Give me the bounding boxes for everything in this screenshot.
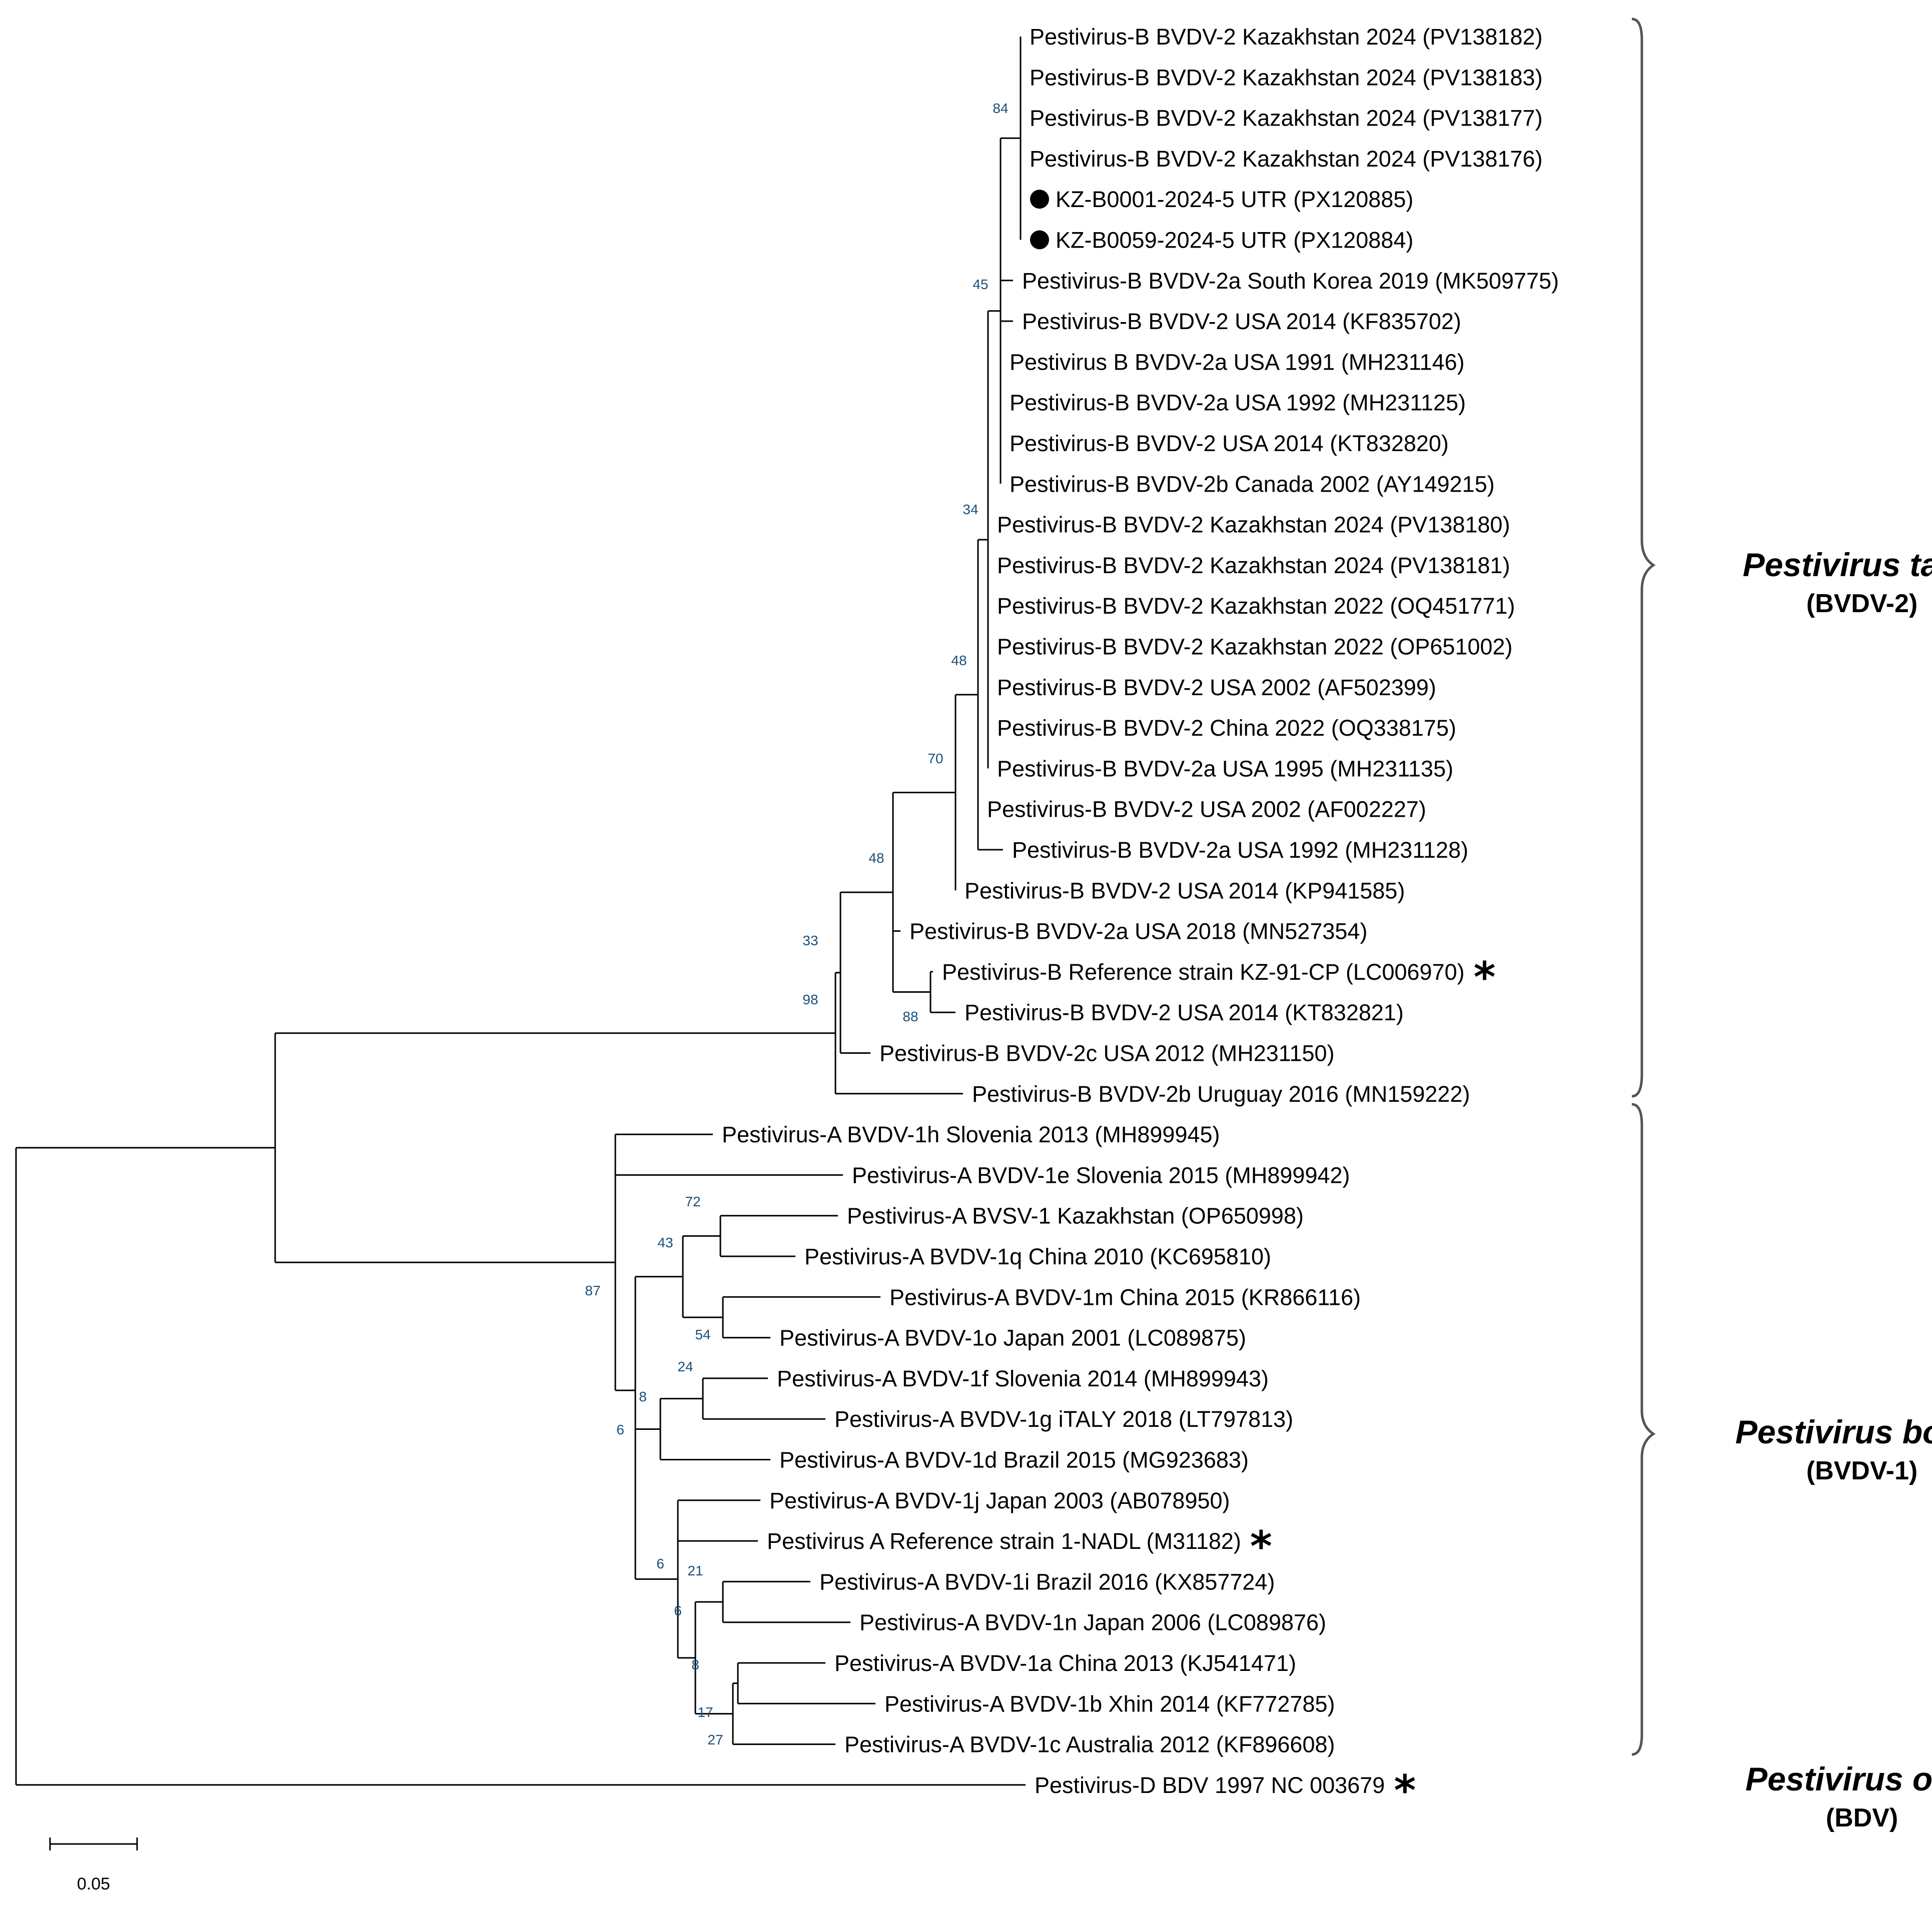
bootstrap-value: 27 — [707, 1732, 723, 1747]
bootstrap-value: 87 — [585, 1283, 600, 1298]
bracket-bvdv1 — [1631, 1103, 1656, 1756]
group-label-tauri: Pestivirus tauri — [1743, 546, 1932, 583]
leaf-label: Pestivirus A Reference strain 1-NADL (M3… — [767, 1528, 1241, 1554]
query-sample-dot — [1030, 190, 1049, 209]
leaf-label: Pestivirus-B BVDV-2 USA 2014 (KT832820) — [1010, 431, 1449, 456]
leaf-label: Pestivirus-B BVDV-2 China 2022 (OQ338175… — [997, 715, 1456, 741]
group-subtitle-bovis: (BVDV-1) — [1806, 1456, 1917, 1485]
bootstrap-value: 70 — [927, 751, 943, 766]
leaf-label: Pestivirus-B BVDV-2 Kazakhstan 2024 (PV1… — [997, 512, 1510, 538]
bootstrap-labels: 84 45 34 48 70 48 33 98 88 72 43 54 87 24 8 6 6 21 6 8 17 27 — [585, 101, 1008, 1747]
leaf-label: KZ-B0001-2024-5 UTR (PX120885) — [1056, 187, 1413, 212]
leaf-label: Pestivirus-A BVDV-1o Japan 2001 (LC08987… — [779, 1325, 1246, 1351]
leaf-label: Pestivirus-B BVDV-2 Kazakhstan 2024 (PV1… — [997, 553, 1510, 578]
bootstrap-value: 8 — [691, 1657, 699, 1672]
leaf-label: KZ-B0059-2024-5 UTR (PX120884) — [1056, 228, 1413, 253]
bootstrap-value: 24 — [677, 1359, 693, 1374]
bootstrap-value: 6 — [616, 1422, 624, 1437]
bootstrap-value: 45 — [973, 277, 988, 292]
leaf-label: Pestivirus-A BVDV-1n Japan 2006 (LC08987… — [859, 1610, 1326, 1635]
leaf-label: Pestivirus-B BVDV-2c USA 2012 (MH231150) — [879, 1041, 1335, 1066]
leaf-label: Pestivirus-B BVDV-2b Uruguay 2016 (MN159… — [972, 1081, 1470, 1107]
leaf-label: Pestivirus-B BVDV-2a South Korea 2019 (M… — [1022, 268, 1559, 294]
leaf-label: Pestivirus B BVDV-2a USA 1991 (MH231146) — [1010, 349, 1465, 375]
leaf-label: Pestivirus-B BVDV-2a USA 1992 (MH231128) — [1012, 837, 1468, 863]
leaf-label: Pestivirus-B BVDV-2 Kazakhstan 2024 (PV1… — [1030, 106, 1543, 131]
reference-strain-asterisk: * — [1250, 1522, 1272, 1571]
bootstrap-value: 34 — [962, 502, 978, 517]
group-subtitle-ovis: (BDV) — [1826, 1803, 1898, 1832]
bootstrap-value: 48 — [868, 850, 884, 866]
leaf-label: Pestivirus-B BVDV-2a USA 1995 (MH231135) — [997, 756, 1453, 781]
leaf-label: Pestivirus-A BVDV-1d Brazil 2015 (MG9236… — [779, 1447, 1249, 1473]
leaf-label: Pestivirus-A BVDV-1g iTALY 2018 (LT79781… — [834, 1406, 1293, 1432]
leaf-label: Pestivirus-A BVDV-1m China 2015 (KR86611… — [889, 1284, 1361, 1310]
leaf-label: Pestivirus-A BVDV-1j Japan 2003 (AB07895… — [769, 1488, 1230, 1513]
bootstrap-value: 48 — [951, 653, 967, 668]
leaf-labels: Pestivirus-B BVDV-2 Kazakhstan 2024 (PV1… — [722, 24, 1559, 1815]
leaf-label: Pestivirus-B Reference strain KZ-91-CP (… — [942, 959, 1465, 985]
bootstrap-value: 88 — [902, 1009, 918, 1024]
bootstrap-value: 54 — [695, 1327, 710, 1342]
bootstrap-value: 84 — [993, 101, 1008, 116]
bootstrap-value: 43 — [657, 1235, 673, 1250]
bootstrap-value: 98 — [802, 992, 818, 1007]
leaf-label: Pestivirus-A BVDV-1h Slovenia 2013 (MH89… — [722, 1122, 1220, 1147]
scale-bar: 0.05 — [49, 1837, 138, 1893]
bootstrap-value: 21 — [687, 1563, 703, 1578]
leaf-label: Pestivirus-B BVDV-2 USA 2014 (KP941585) — [964, 878, 1405, 903]
reference-strain-asterisk: * — [1394, 1766, 1416, 1815]
leaf-label: Pestivirus-D BDV 1997 NC 003679 — [1035, 1772, 1385, 1798]
leaf-label: Pestivirus-B BVDV-2a USA 2018 (MN527354) — [909, 919, 1367, 944]
bootstrap-value: 72 — [685, 1194, 700, 1209]
leaf-label: Pestivirus-B BVDV-2 Kazakhstan 2024 (PV1… — [1030, 24, 1543, 50]
group-label-bovis: Pestivirus bovis — [1735, 1413, 1932, 1450]
leaf-label: Pestivirus-A BVDV-1a China 2013 (KJ54147… — [834, 1650, 1296, 1676]
leaf-label: Pestivirus-B BVDV-2 USA 2014 (KF835702) — [1022, 309, 1461, 334]
leaf-label: Pestivirus-B BVDV-2 USA 2002 (AF502399) — [997, 675, 1436, 700]
leaf-label: Pestivirus-B BVDV-2 Kazakhstan 2022 (OP6… — [997, 634, 1513, 660]
group-subtitle-tauri: (BVDV-2) — [1806, 589, 1917, 618]
bootstrap-value: 6 — [656, 1556, 664, 1571]
leaf-label: Pestivirus-A BVDV-1c Australia 2012 (KF8… — [844, 1732, 1335, 1757]
bootstrap-value: 17 — [697, 1704, 713, 1720]
bootstrap-value: 6 — [674, 1603, 682, 1618]
reference-strain-asterisk: * — [1474, 953, 1496, 1002]
query-sample-dot — [1030, 230, 1049, 250]
leaf-label: Pestivirus-B BVDV-2 USA 2002 (AF002227) — [987, 797, 1426, 822]
leaf-label: Pestivirus-B BVDV-2a USA 1992 (MH231125) — [1010, 390, 1466, 416]
leaf-label: Pestivirus-B BVDV-2 USA 2014 (KT832821) — [964, 1000, 1404, 1025]
group-label-ovis: Pestivirus ovis — [1745, 1760, 1932, 1797]
leaf-label: Pestivirus-B BVDV-2 Kazakhstan 2022 (OQ4… — [997, 593, 1515, 619]
leaf-label: Pestivirus-A BVDV-1b Xhin 2014 (KF772785… — [884, 1691, 1335, 1716]
leaf-label: Pestivirus-B BVDV-2b Canada 2002 (AY1492… — [1010, 471, 1495, 497]
leaf-label: Pestivirus-A BVDV-1i Brazil 2016 (KX8577… — [819, 1569, 1275, 1594]
leaf-label: Pestivirus-B BVDV-2 Kazakhstan 2024 (PV1… — [1030, 65, 1543, 90]
bootstrap-value: 33 — [802, 933, 818, 948]
scale-bar-label: 0.05 — [77, 1874, 110, 1893]
bracket-bvdv2 — [1631, 18, 1656, 1098]
leaf-label: Pestivirus-A BVSV-1 Kazakhstan (OP650998… — [847, 1203, 1304, 1229]
leaf-label: Pestivirus-A BVDV-1q China 2010 (KC69581… — [804, 1244, 1271, 1269]
tree-branches — [15, 37, 1026, 1786]
leaf-label: Pestivirus-A BVDV-1e Slovenia 2015 (MH89… — [852, 1162, 1350, 1188]
bootstrap-value: 8 — [639, 1389, 647, 1404]
leaf-label: Pestivirus-A BVDV-1f Slovenia 2014 (MH89… — [777, 1366, 1269, 1391]
leaf-label: Pestivirus-B BVDV-2 Kazakhstan 2024 (PV1… — [1030, 146, 1543, 172]
